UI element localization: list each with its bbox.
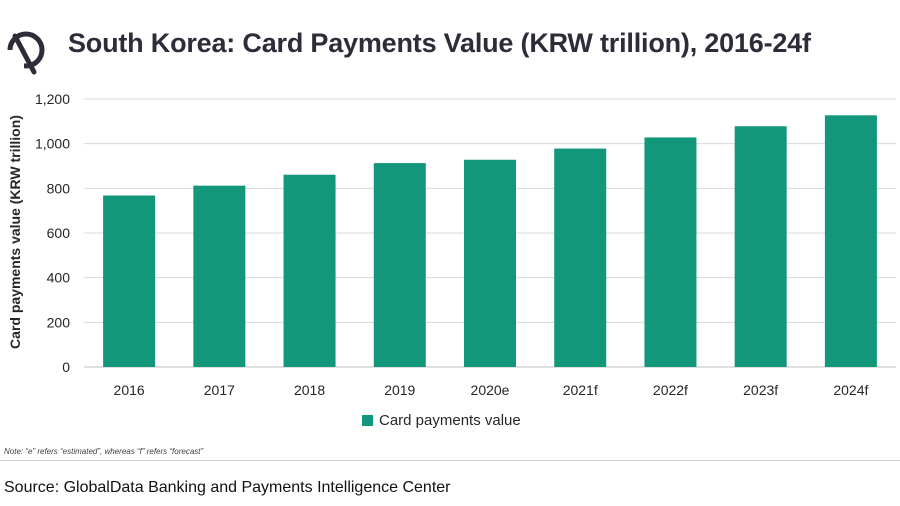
legend-swatch (362, 415, 373, 426)
bar (464, 159, 516, 367)
x-tick-label: 2019 (384, 382, 415, 398)
page-title: South Korea: Card Payments Value (KRW tr… (68, 28, 811, 58)
chart-legend: Card payments value (362, 412, 521, 429)
bar (734, 126, 787, 367)
bar (193, 185, 246, 367)
x-tick-label: 2016 (114, 382, 145, 398)
y-tick-label: 0 (62, 359, 70, 375)
y-tick-label: 1,200 (35, 91, 70, 107)
bar (283, 174, 336, 367)
footnote: Note: “e” refers “estimated”, whereas “f… (4, 447, 204, 456)
bar (644, 137, 697, 367)
bar-chart: 0 200 400 600 800 1,000 1,200 2016 2017 2018 2019 2… (35, 91, 896, 398)
bar (373, 163, 426, 367)
y-axis-label: Card payments value (KRW trillion) (7, 115, 23, 349)
globaldata-logo-icon (4, 31, 45, 76)
y-tick-label: 800 (47, 180, 71, 196)
bar (824, 115, 877, 367)
x-tick-label: 2022f (653, 382, 688, 398)
x-tick-label: 2021f (563, 382, 598, 398)
legend-label: Card payments value (379, 412, 521, 429)
source-text: Source: GlobalData Banking and Payments … (4, 479, 451, 496)
bar (103, 195, 156, 367)
divider (0, 460, 900, 461)
x-tick-label: 2020e (471, 382, 510, 398)
y-tick-label: 200 (47, 314, 71, 330)
header: South Korea: Card Payments Value (KRW tr… (0, 0, 900, 80)
y-tick-label: 1,000 (35, 136, 70, 152)
x-tick-label: 2023f (743, 382, 778, 398)
x-tick-label: 2017 (204, 382, 235, 398)
x-tick-label: 2018 (294, 382, 325, 398)
bar (554, 148, 607, 367)
x-tick-label: 2024f (833, 382, 868, 398)
y-tick-label: 600 (47, 225, 71, 241)
y-tick-label: 400 (47, 270, 71, 286)
